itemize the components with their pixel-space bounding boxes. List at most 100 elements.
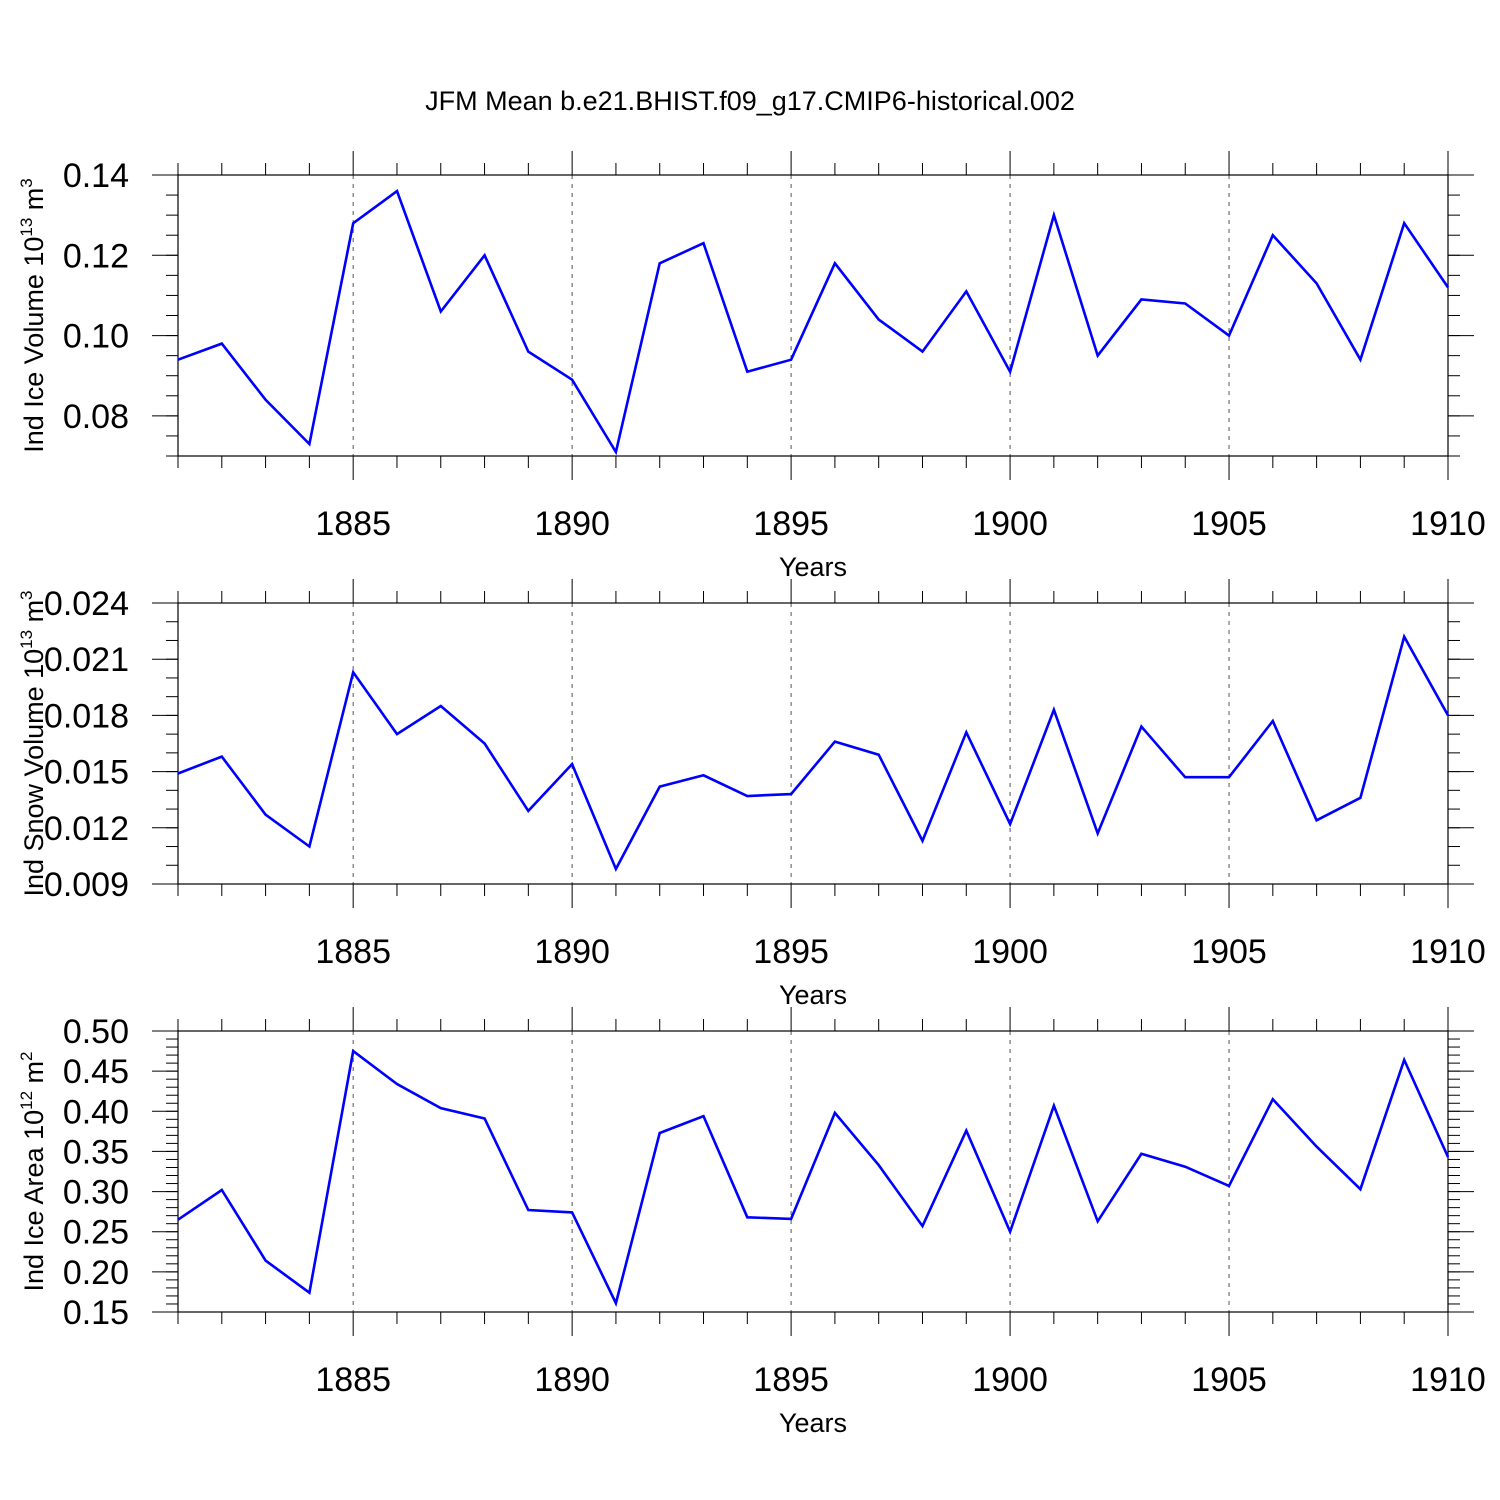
y-tick-label-0.35: 0.35 (63, 1133, 129, 1171)
data-point-1891 (614, 867, 618, 871)
data-point-1886 (395, 1082, 399, 1086)
plot-frame (177, 174, 1449, 457)
data-point-1906 (1271, 233, 1275, 237)
series-line (177, 189, 1450, 456)
chart-panels: 1885 1890 1895 1900 1905 1910 Years 0.08 0.10 0.1… (17, 151, 1486, 1438)
data-point-1903 (1139, 725, 1143, 729)
figure-title: JFM Mean b.e21.BHIST.f09_g17.CMIP6-histo… (425, 86, 1075, 116)
chart-panel-1: 1885 1890 1895 1900 1905 1910 Years 0.08 0.10 0.1… (17, 151, 1486, 582)
data-point-1899 (964, 1129, 968, 1133)
data-point-1899 (964, 730, 968, 734)
x-tick-label-1900: 1900 (972, 933, 1048, 971)
y-tick-label-0.15: 0.15 (63, 1294, 129, 1332)
data-point-1898 (920, 350, 924, 354)
chart-panel-2: 1885 1890 1895 1900 1905 1910 Years 0.009 0.012 0… (17, 579, 1486, 1010)
data-point-1887 (439, 309, 443, 313)
y-axis-title-exponent: 13 (17, 630, 36, 649)
plot-frame (177, 602, 1449, 885)
data-point-1889 (526, 350, 530, 354)
y-tick-label-0.015: 0.015 (44, 754, 129, 792)
data-point-1893 (702, 241, 706, 245)
data-point-1903 (1139, 1152, 1143, 1156)
data-point-1885 (351, 670, 355, 674)
data-point-1887 (439, 1106, 443, 1110)
data-point-1905 (1227, 775, 1231, 779)
y-tick-label-0.50: 0.50 (63, 1013, 129, 1051)
x-tick-label-1895: 1895 (753, 933, 829, 971)
data-point-1897 (877, 753, 881, 757)
data-point-1883 (264, 813, 268, 817)
y-tick-label-0.12: 0.12 (63, 237, 129, 275)
data-point-1906 (1271, 1097, 1275, 1101)
data-point-1889 (526, 809, 530, 813)
data-point-1901 (1052, 1104, 1056, 1108)
data-point-1881 (176, 771, 180, 775)
data-point-1893 (702, 1114, 706, 1118)
data-point-1896 (833, 740, 837, 744)
x-tick-label-1885: 1885 (315, 1361, 391, 1399)
data-point-1907 (1315, 1145, 1319, 1149)
data-point-1886 (395, 732, 399, 736)
y-tick-label-0.018: 0.018 (44, 697, 129, 735)
data-point-1910 (1446, 285, 1450, 289)
data-point-1910 (1446, 713, 1450, 717)
plot-frame (177, 1030, 1449, 1313)
y-axis-title-unit: m (19, 188, 49, 218)
data-point-1899 (964, 289, 968, 293)
data-point-1904 (1183, 301, 1187, 305)
data-point-1891 (614, 1301, 618, 1305)
data-point-1888 (483, 1117, 487, 1121)
data-point-1892 (658, 785, 662, 789)
x-tick-label-1895: 1895 (753, 505, 829, 543)
y-axis-title-unit-exponent: 2 (17, 1051, 36, 1060)
data-point-1902 (1096, 354, 1100, 358)
x-tick-label-1910: 1910 (1410, 1361, 1486, 1399)
data-point-1908 (1358, 796, 1362, 800)
x-tick-label-1905: 1905 (1191, 505, 1267, 543)
data-point-1895 (789, 358, 793, 362)
data-point-1885 (351, 221, 355, 225)
x-tick-label-1905: 1905 (1191, 1361, 1267, 1399)
y-tick-label-0.45: 0.45 (63, 1053, 129, 1091)
y-axis-title-unit: m (19, 1061, 49, 1091)
y-tick-label-0.009: 0.009 (44, 866, 129, 904)
y-tick-label-0.30: 0.30 (63, 1174, 129, 1212)
data-point-1884 (307, 442, 311, 446)
data-point-1905 (1227, 1184, 1231, 1188)
x-tick-label-1905: 1905 (1191, 933, 1267, 971)
y-tick-label-0.10: 0.10 (63, 318, 129, 356)
series-line (177, 633, 1450, 873)
data-point-1900 (1008, 822, 1012, 826)
data-point-1901 (1052, 708, 1056, 712)
data-point-1904 (1183, 1165, 1187, 1169)
data-point-1894 (745, 1215, 749, 1219)
x-axis-title: Years (779, 980, 847, 1010)
data-point-1898 (920, 1224, 924, 1228)
y-tick-label-0.024: 0.024 (44, 585, 129, 623)
data-point-1896 (833, 1111, 837, 1115)
data-point-1883 (264, 398, 268, 402)
y-axis-title-unit-exponent: 3 (17, 590, 36, 599)
data-point-1882 (220, 342, 224, 346)
data-point-1883 (264, 1259, 268, 1263)
data-point-1909 (1402, 635, 1406, 639)
data-point-1901 (1052, 213, 1056, 217)
data-point-1884 (307, 845, 311, 849)
data-point-1889 (526, 1208, 530, 1212)
x-axis-title: Years (779, 1408, 847, 1438)
y-axis-title: Ind Ice Volume 1013 m3 (17, 178, 49, 453)
x-tick-label-1890: 1890 (534, 933, 610, 971)
data-point-1900 (1008, 1230, 1012, 1234)
data-point-1898 (920, 839, 924, 843)
data-point-1903 (1139, 297, 1143, 301)
y-tick-label-0.012: 0.012 (44, 810, 129, 848)
x-tick-label-1900: 1900 (972, 505, 1048, 543)
data-point-1886 (395, 189, 399, 193)
data-point-1905 (1227, 334, 1231, 338)
y-axis-title-base: Ind Snow Volume 10 (19, 649, 49, 897)
data-point-1909 (1402, 221, 1406, 225)
y-tick-label-0.20: 0.20 (63, 1254, 129, 1292)
data-point-1897 (877, 1163, 881, 1167)
data-point-1888 (483, 742, 487, 746)
x-tick-label-1885: 1885 (315, 505, 391, 543)
